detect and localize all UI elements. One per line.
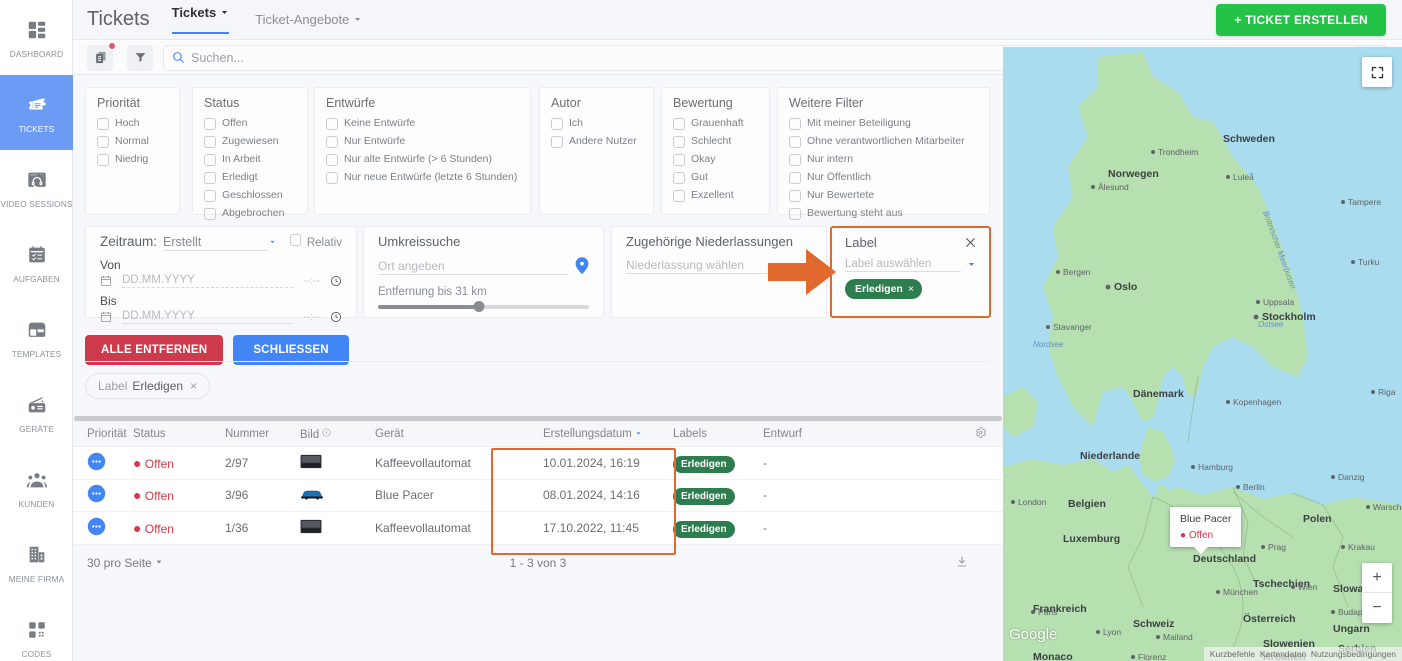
svg-text:Monaco: Monaco <box>1033 651 1073 661</box>
svg-text:Oslo: Oslo <box>1114 281 1137 293</box>
svg-text:Florenz: Florenz <box>1138 652 1166 661</box>
svg-text:Kopenhagen: Kopenhagen <box>1233 397 1281 407</box>
svg-text:Warschau: Warschau <box>1373 502 1402 512</box>
svg-text:Turku: Turku <box>1358 257 1380 267</box>
svg-text:Bergen: Bergen <box>1063 267 1091 277</box>
svg-text:Berlin: Berlin <box>1243 482 1265 492</box>
svg-text:Ålesund: Ålesund <box>1098 182 1129 192</box>
svg-text:Krakau: Krakau <box>1348 542 1375 552</box>
svg-text:Wien: Wien <box>1298 582 1318 592</box>
svg-text:Österreich: Österreich <box>1243 612 1296 625</box>
svg-text:Stavanger: Stavanger <box>1053 322 1092 332</box>
svg-text:Nordsee: Nordsee <box>1033 340 1064 349</box>
svg-text:Hamburg: Hamburg <box>1198 462 1233 472</box>
svg-text:Riga: Riga <box>1378 387 1396 397</box>
svg-text:Ungarn: Ungarn <box>1333 623 1370 635</box>
svg-text:Belgien: Belgien <box>1068 498 1106 510</box>
svg-text:London: London <box>1018 497 1047 507</box>
svg-text:Uppsala: Uppsala <box>1263 297 1294 307</box>
svg-text:Dänemark: Dänemark <box>1133 388 1184 400</box>
svg-text:Schweden: Schweden <box>1223 133 1275 145</box>
svg-text:Danzig: Danzig <box>1338 472 1365 482</box>
svg-text:Luleå: Luleå <box>1233 172 1254 182</box>
svg-text:Prag: Prag <box>1268 542 1286 552</box>
svg-text:Luxemburg: Luxemburg <box>1063 533 1120 545</box>
svg-text:Mailand: Mailand <box>1163 632 1193 642</box>
svg-text:Stockholm: Stockholm <box>1262 311 1316 323</box>
svg-text:Lyon: Lyon <box>1103 627 1121 637</box>
svg-text:Niederlande: Niederlande <box>1080 450 1140 462</box>
svg-text:Paris: Paris <box>1038 607 1057 617</box>
svg-text:Deutschland: Deutschland <box>1193 553 1256 565</box>
svg-text:Polen: Polen <box>1303 513 1332 525</box>
svg-text:Norwegen: Norwegen <box>1108 168 1159 180</box>
svg-text:Schweiz: Schweiz <box>1133 618 1174 630</box>
svg-text:Tampere: Tampere <box>1348 197 1381 207</box>
svg-text:München: München <box>1223 587 1258 597</box>
svg-text:Trondheim: Trondheim <box>1158 147 1198 157</box>
